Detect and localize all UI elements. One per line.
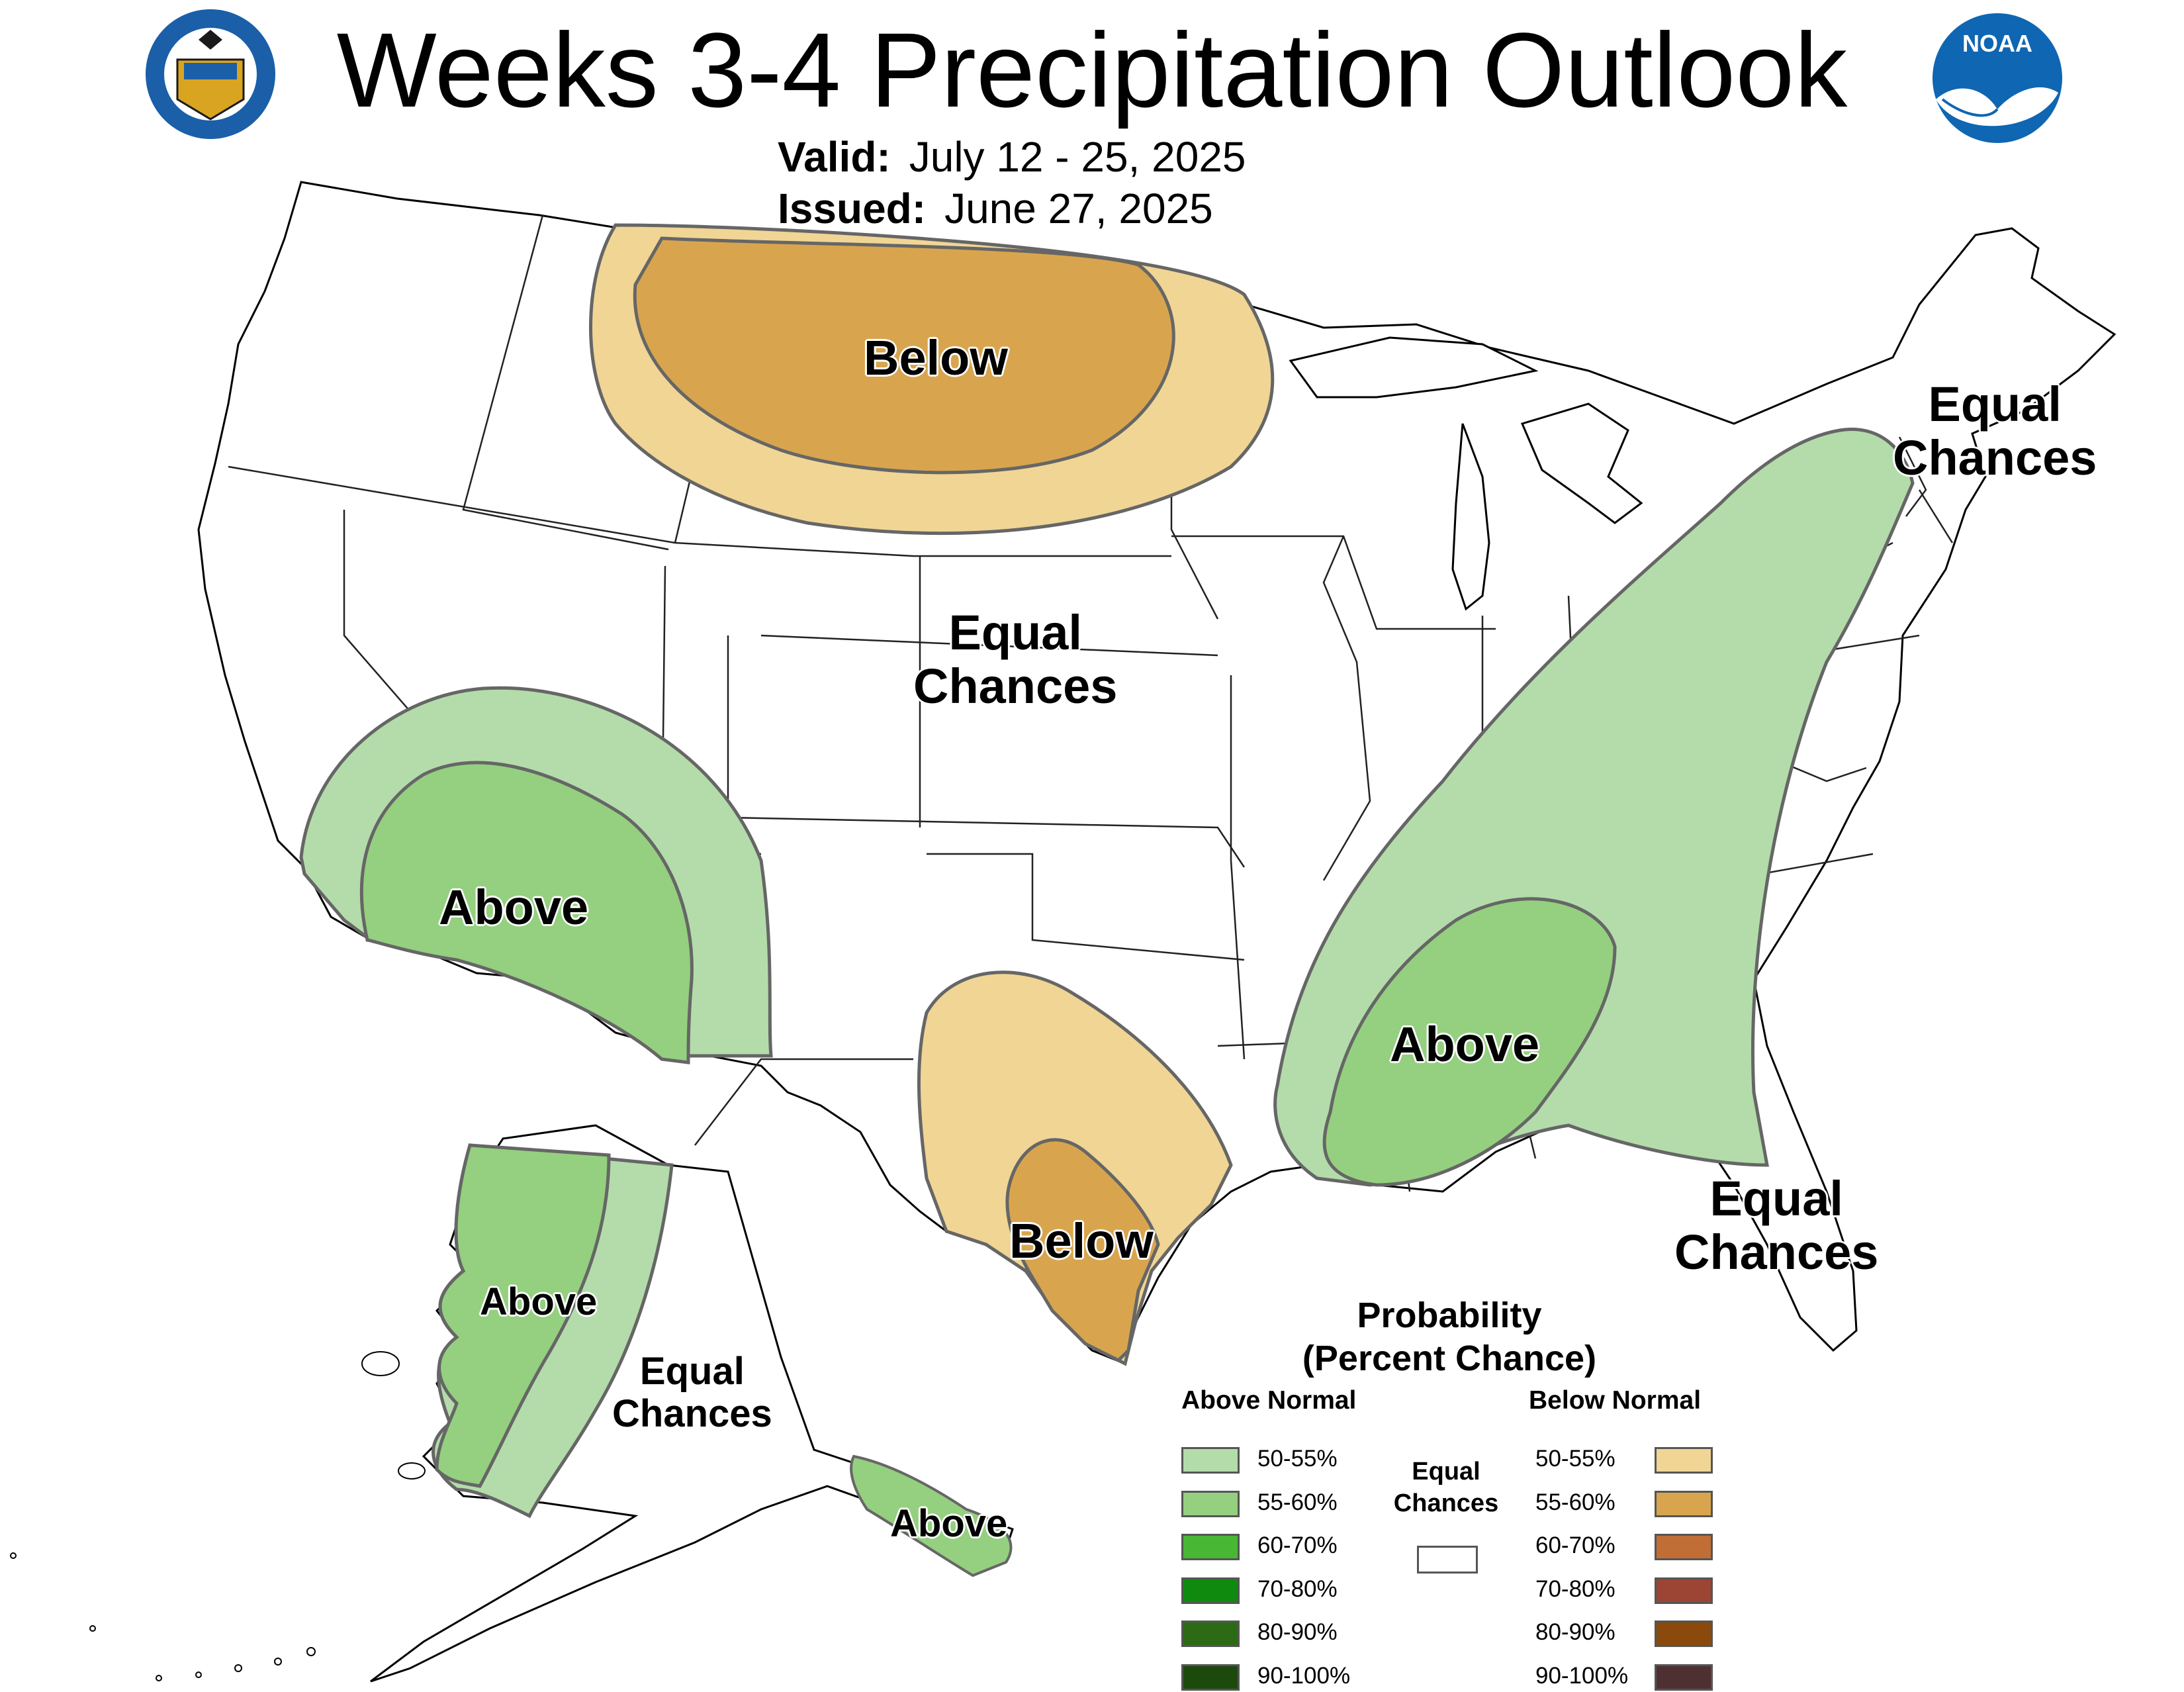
legend-swatch bbox=[1181, 1577, 1240, 1604]
legend-below-row: 55-60% bbox=[1535, 1488, 1721, 1519]
legend-range-label: 60-70% bbox=[1257, 1532, 1338, 1558]
legend-range-label: 50-55% bbox=[1257, 1446, 1338, 1472]
legend-swatch bbox=[1181, 1664, 1240, 1691]
legend-swatch bbox=[1181, 1621, 1240, 1647]
legend-above-row: 90-100% bbox=[1181, 1662, 1380, 1692]
legend-range-label: 50-55% bbox=[1535, 1446, 1615, 1472]
legend-above-row: 60-70% bbox=[1181, 1531, 1380, 1562]
legend-below-row: 70-80% bbox=[1535, 1575, 1721, 1605]
above-southwest-region bbox=[299, 686, 773, 1064]
issued-date: Issued: June 27, 2025 bbox=[778, 184, 1213, 233]
legend-below-row: 90-100% bbox=[1535, 1662, 1721, 1692]
label-equal-florida-line1: Equal bbox=[1709, 1171, 1843, 1226]
label-above-southeast: Above bbox=[1390, 1017, 1540, 1072]
legend-swatch bbox=[1655, 1577, 1713, 1604]
label-equal-florida-line2: Chances bbox=[1674, 1225, 1879, 1280]
label-equal-central: Equal Chances bbox=[913, 606, 1117, 714]
legend-swatch bbox=[1655, 1447, 1713, 1474]
label-above-alaska-west: Above bbox=[480, 1280, 598, 1323]
valid-value: July 12 - 25, 2025 bbox=[909, 133, 1246, 181]
label-equal-alaska-line1: Equal bbox=[639, 1350, 745, 1393]
noaa-logo-text: NOAA bbox=[1962, 30, 2032, 57]
below-north-region bbox=[589, 223, 1275, 536]
legend-swatch bbox=[1655, 1490, 1713, 1517]
valid-dates: Valid: July 12 - 25, 2025 bbox=[778, 132, 1246, 181]
legend-equal-chances-label: Equal Chances bbox=[1380, 1456, 1512, 1519]
label-above-southwest: Above bbox=[439, 880, 589, 935]
label-equal-northeast-line2: Chances bbox=[1893, 430, 2097, 486]
label-above-alaska-southeast: Above bbox=[890, 1502, 1008, 1545]
noaa-logo bbox=[1933, 13, 2062, 143]
legend-swatch bbox=[1181, 1490, 1240, 1517]
legend-below-row: 60-70% bbox=[1535, 1531, 1721, 1562]
issued-label: Issued: bbox=[778, 185, 927, 232]
legend-equal-line1: Equal bbox=[1412, 1458, 1480, 1485]
label-equal-northeast: Equal Chances bbox=[1893, 377, 2097, 485]
above-southeast-region bbox=[1273, 428, 1915, 1187]
legend-above-row: 70-80% bbox=[1181, 1575, 1380, 1605]
legend-range-label: 70-80% bbox=[1535, 1575, 1615, 1602]
legend-range-label: 55-60% bbox=[1257, 1489, 1338, 1515]
alaska-above-region bbox=[432, 1143, 1013, 1577]
legend-equal-line2: Chances bbox=[1393, 1489, 1499, 1517]
department-of-commerce-seal bbox=[146, 9, 275, 139]
legend-above-row: 55-60% bbox=[1181, 1488, 1380, 1519]
alaska-islands bbox=[10, 1351, 426, 1681]
legend-range-label: 60-70% bbox=[1535, 1532, 1615, 1558]
legend-swatch bbox=[1181, 1534, 1240, 1560]
label-equal-florida: Equal Chances bbox=[1674, 1172, 1878, 1280]
label-equal-alaska: Equal Chances bbox=[612, 1350, 772, 1435]
page-title: Weeks 3-4 Precipitation Outlook bbox=[336, 11, 1848, 129]
label-equal-central-line2: Chances bbox=[913, 659, 1118, 714]
legend-below-heading: Below Normal bbox=[1529, 1386, 1702, 1415]
legend-range-label: 90-100% bbox=[1535, 1662, 1629, 1689]
legend-range-label: 80-90% bbox=[1535, 1619, 1615, 1645]
legend-swatch bbox=[1655, 1664, 1713, 1691]
legend-above-row: 50-55% bbox=[1181, 1444, 1380, 1475]
legend-above-heading: Above Normal bbox=[1181, 1386, 1357, 1415]
label-equal-alaska-line2: Chances bbox=[612, 1391, 772, 1435]
legend-equal-chances-swatch bbox=[1417, 1546, 1478, 1574]
legend-range-label: 90-100% bbox=[1257, 1662, 1351, 1689]
legend-range-label: 55-60% bbox=[1535, 1489, 1615, 1515]
legend-swatch bbox=[1655, 1534, 1713, 1560]
below-texas-region bbox=[917, 970, 1233, 1366]
legend-range-label: 70-80% bbox=[1257, 1575, 1338, 1602]
legend-swatch bbox=[1181, 1447, 1240, 1474]
label-equal-northeast-line1: Equal bbox=[1928, 377, 2062, 432]
legend-title-line1: Probability bbox=[1357, 1295, 1542, 1335]
valid-label: Valid: bbox=[778, 133, 891, 181]
legend-above-row: 80-90% bbox=[1181, 1618, 1380, 1648]
label-below-north: Below bbox=[864, 330, 1008, 385]
legend-below-row: 80-90% bbox=[1535, 1618, 1721, 1648]
legend-range-label: 80-90% bbox=[1257, 1619, 1338, 1645]
label-equal-central-line1: Equal bbox=[948, 605, 1082, 660]
label-below-texas: Below bbox=[1009, 1213, 1154, 1268]
legend-title-line2: (Percent Chance) bbox=[1302, 1338, 1597, 1378]
legend-title: Probability (Percent Chance) bbox=[1251, 1294, 1648, 1380]
legend-swatch bbox=[1655, 1621, 1713, 1647]
legend-below-row: 50-55% bbox=[1535, 1444, 1721, 1475]
issued-value: June 27, 2025 bbox=[944, 185, 1213, 232]
